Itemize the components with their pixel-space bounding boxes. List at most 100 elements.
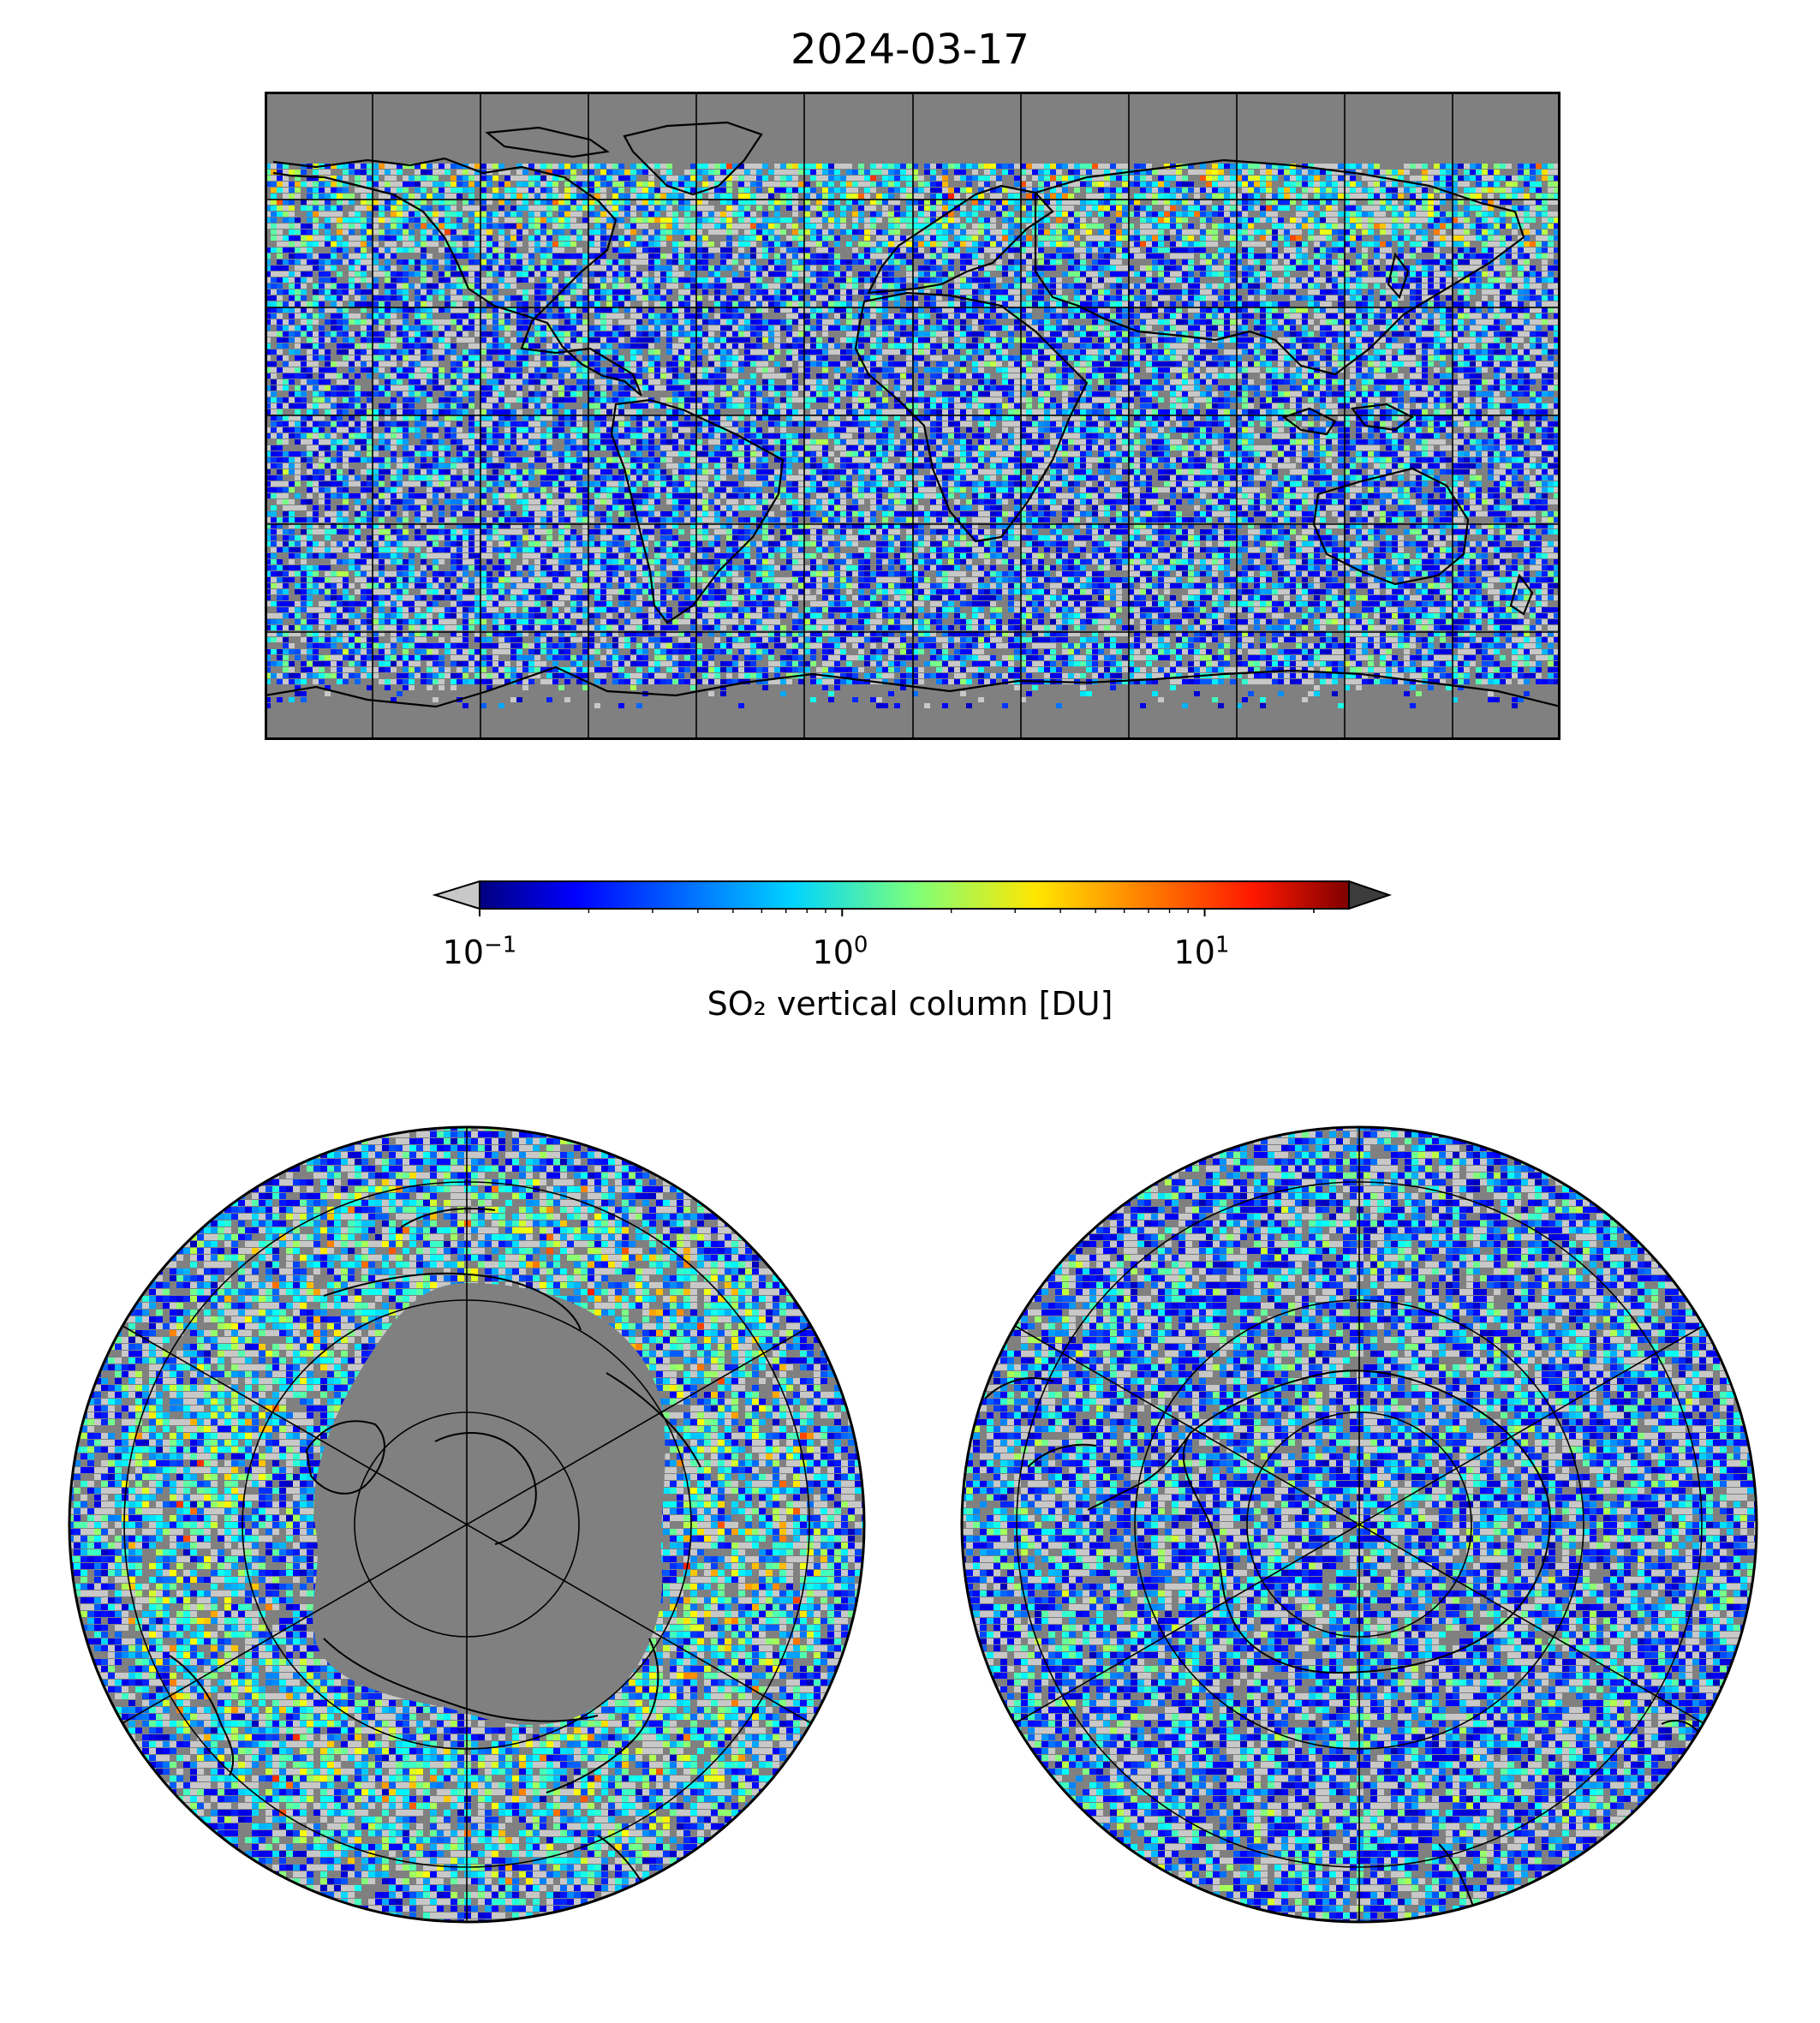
so2-pixel: [1338, 301, 1344, 307]
so2-pixel: [648, 260, 654, 265]
so2-pixel: [289, 301, 295, 307]
so2-pixel: [474, 248, 480, 253]
so2-pixel: [564, 277, 570, 283]
so2-pixel: [1224, 176, 1230, 181]
so2-pixel: [492, 176, 498, 181]
so2-pixel: [1008, 212, 1014, 217]
so2-pixel: [1344, 218, 1350, 223]
so2-pixel: [624, 194, 630, 199]
so2-pixel: [1110, 260, 1116, 265]
so2-pixel: [337, 272, 343, 277]
so2-pixel: [1440, 170, 1446, 175]
so2-pixel: [1002, 224, 1008, 229]
so2-pixel: [1212, 170, 1218, 175]
so2-pixel: [900, 194, 906, 199]
so2-pixel: [1338, 260, 1344, 265]
so2-pixel: [498, 272, 504, 277]
so2-pixel: [1482, 260, 1488, 265]
so2-pixel: [1182, 248, 1188, 253]
so2-pixel: [1488, 176, 1494, 181]
so2-pixel: [678, 218, 684, 223]
so2-pixel: [540, 218, 546, 223]
so2-pixel: [343, 254, 349, 259]
so2-pixel: [1230, 248, 1236, 253]
so2-pixel: [1056, 170, 1062, 175]
so2-pixel: [672, 272, 678, 277]
so2-pixel: [271, 313, 277, 319]
so2-pixel: [462, 248, 468, 253]
so2-pixel: [474, 206, 480, 211]
so2-pixel: [516, 206, 522, 211]
so2-pixel: [996, 295, 1002, 301]
so2-pixel: [492, 248, 498, 253]
so2-pixel: [415, 242, 421, 247]
so2-pixel: [1524, 254, 1530, 259]
so2-pixel: [606, 236, 612, 241]
so2-pixel: [816, 295, 822, 301]
so2-pixel: [684, 260, 690, 265]
so2-pixel: [1200, 272, 1206, 277]
so2-pixel: [636, 260, 642, 265]
so2-pixel: [828, 289, 834, 295]
so2-pixel: [1266, 272, 1272, 277]
so2-pixel: [421, 212, 427, 217]
so2-pixel: [1476, 266, 1482, 271]
so2-pixel: [1308, 236, 1314, 241]
so2-pixel: [1002, 206, 1008, 211]
so2-pixel: [1062, 188, 1068, 193]
so2-pixel: [582, 200, 588, 205]
so2-pixel: [1170, 272, 1176, 277]
so2-pixel: [301, 272, 307, 277]
so2-pixel: [1404, 266, 1410, 271]
so2-pixel: [870, 212, 876, 217]
so2-pixel: [1338, 248, 1344, 253]
so2-pixel: [307, 200, 313, 205]
so2-pixel: [1488, 289, 1494, 295]
so2-pixel: [1068, 164, 1074, 169]
so2-pixel: [385, 188, 391, 193]
so2-pixel: [852, 200, 858, 205]
so2-pixel: [648, 313, 654, 319]
so2-pixel: [702, 277, 708, 283]
so2-pixel: [1200, 206, 1206, 211]
so2-pixel: [696, 319, 702, 325]
so2-pixel: [1428, 283, 1434, 289]
so2-pixel: [930, 170, 936, 175]
so2-pixel: [1206, 182, 1212, 187]
so2-pixel: [361, 266, 367, 271]
so2-pixel: [1008, 295, 1014, 301]
so2-pixel: [648, 307, 654, 313]
so2-pixel: [714, 313, 720, 319]
so2-pixel: [972, 260, 978, 265]
so2-pixel: [666, 313, 672, 319]
so2-pixel: [1392, 266, 1398, 271]
so2-pixel: [630, 164, 636, 169]
so2-pixel: [846, 164, 852, 169]
so2-pixel: [1278, 194, 1284, 199]
so2-pixel: [271, 248, 277, 253]
so2-pixel: [1428, 313, 1434, 319]
so2-pixel: [672, 307, 678, 313]
so2-pixel: [546, 307, 552, 313]
so2-pixel: [1152, 283, 1158, 289]
so2-pixel: [1224, 230, 1230, 235]
so2-pixel: [373, 272, 379, 277]
so2-pixel: [876, 301, 882, 307]
so2-pixel: [672, 301, 678, 307]
so2-pixel: [522, 188, 528, 193]
so2-pixel: [648, 295, 654, 301]
so2-pixel: [978, 164, 984, 169]
so2-pixel: [1500, 194, 1506, 199]
so2-pixel: [906, 242, 912, 247]
so2-pixel: [1548, 307, 1554, 313]
so2-pixel: [307, 307, 313, 313]
so2-pixel: [1242, 266, 1248, 271]
so2-pixel: [1086, 224, 1092, 229]
so2-pixel: [1266, 176, 1272, 181]
so2-pixel: [1134, 182, 1140, 187]
so2-pixel: [1338, 283, 1344, 289]
so2-pixel: [277, 248, 283, 253]
so2-pixel: [510, 254, 516, 259]
so2-pixel: [636, 272, 642, 277]
so2-pixel: [720, 319, 726, 325]
